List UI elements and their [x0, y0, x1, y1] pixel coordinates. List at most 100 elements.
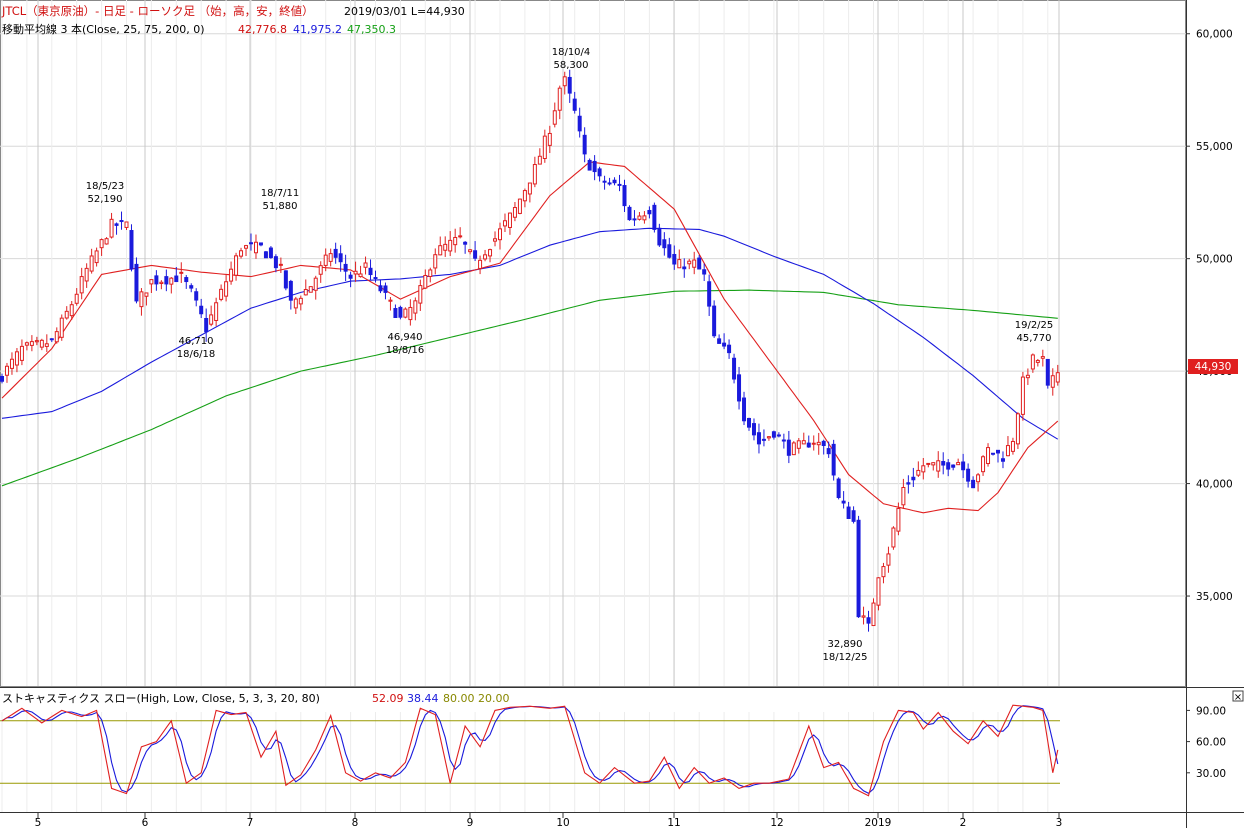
candle-body — [906, 482, 911, 485]
candle-body — [473, 250, 478, 259]
candle-body — [727, 344, 732, 354]
x-tick-label: 11 — [667, 817, 680, 828]
candle-body — [637, 215, 642, 220]
candle-body — [199, 305, 204, 315]
candle-body — [677, 259, 682, 269]
x-tick-label: 2 — [960, 817, 967, 828]
candle-body — [831, 443, 836, 476]
stoch-axis: 90.00 60.00 30.00 — [1186, 705, 1226, 780]
stoch-close-button[interactable]: × — [1232, 690, 1244, 703]
candle-body — [861, 615, 866, 618]
ma25-value: 42,776.8 — [238, 23, 287, 36]
candle-body — [49, 338, 54, 341]
candle-body — [194, 291, 199, 301]
candle-body — [542, 135, 547, 160]
candle-body — [209, 314, 214, 325]
chart-info: 2019/03/01 L=44,930 — [344, 5, 465, 18]
y-tick-label: 50,000 — [1196, 254, 1233, 266]
stoch-y-tick-label: 30.00 — [1196, 768, 1226, 780]
ma200-value: 47,350.3 — [347, 23, 396, 36]
candle-body — [69, 304, 74, 317]
candle-body — [527, 182, 532, 195]
ma-legend-label: 移動平均線 3 本(Close, 25, 75, 200, 0) — [2, 22, 205, 36]
candle-body — [1055, 372, 1060, 383]
candle-body — [667, 244, 672, 258]
candle-body — [662, 239, 667, 249]
y-tick-label: 55,000 — [1196, 141, 1233, 153]
candle-body — [448, 239, 453, 252]
candle-body — [796, 440, 801, 449]
candle-body — [816, 441, 821, 446]
candle-body — [911, 476, 916, 481]
main-plot-frame — [0, 0, 1186, 687]
x-tick-label: 7 — [247, 817, 254, 828]
candle-body — [483, 254, 488, 260]
candle-body — [697, 257, 702, 270]
candle-body — [74, 293, 79, 304]
candle-body — [532, 164, 537, 185]
candle-body — [4, 365, 9, 376]
candle-body — [801, 440, 806, 445]
candle-body — [876, 577, 881, 606]
candle-body — [961, 461, 966, 471]
candle-body — [547, 132, 552, 146]
stoch-y-tick-label: 90.00 — [1196, 705, 1226, 717]
candle-body — [742, 397, 747, 422]
last-price-badge — [1188, 359, 1238, 374]
candle-body — [502, 220, 507, 227]
candle-body — [761, 438, 766, 441]
candle-body — [433, 254, 438, 269]
chart-title: JTCL（東京原油）- 日足 - ローソク足 （始，高，安，終値） — [1, 4, 314, 18]
annotation-date: 18/12/25 — [823, 652, 868, 663]
candle-body — [368, 267, 373, 276]
candle-body — [189, 285, 194, 289]
candle-body — [159, 281, 164, 285]
candle-body — [567, 76, 572, 94]
candle-body — [313, 277, 318, 291]
candle-body — [1030, 354, 1035, 370]
candle-body — [44, 343, 49, 347]
candle-body — [423, 274, 428, 289]
candle-body — [418, 285, 423, 304]
candle-body — [184, 277, 189, 283]
candle-body — [587, 159, 592, 171]
candle-body — [966, 468, 971, 482]
candle-body — [478, 259, 483, 269]
candle-body — [34, 340, 39, 343]
candle-body — [647, 209, 652, 215]
close-icon: × — [1234, 692, 1242, 703]
candle-body — [124, 221, 129, 228]
candle-body — [273, 256, 278, 269]
candle-body — [806, 442, 811, 448]
candle-body — [59, 317, 64, 338]
candle-body — [751, 423, 756, 436]
x-tick-label: 6 — [142, 817, 149, 828]
candle-body — [333, 248, 338, 258]
candle-body — [517, 198, 522, 214]
candle-body — [104, 238, 109, 245]
candle-body — [981, 456, 986, 473]
candle-body — [572, 98, 577, 111]
candle-body — [244, 245, 249, 249]
candle-body — [398, 306, 403, 318]
candle-body — [109, 218, 114, 238]
candle-body — [886, 553, 891, 566]
candle-body — [956, 462, 961, 466]
grid-lines — [0, 0, 1186, 812]
candle-body — [1005, 445, 1010, 457]
y-tick-label: 60,000 — [1196, 29, 1233, 41]
candle-body — [428, 269, 433, 277]
candle-body — [946, 462, 951, 470]
annotation-date: 18/8/16 — [386, 345, 425, 356]
candle-body — [557, 87, 562, 111]
candle-body — [219, 288, 224, 300]
candle-body — [488, 249, 493, 257]
candle-body — [747, 417, 751, 428]
candle-body — [129, 230, 134, 270]
candle-body — [458, 235, 463, 238]
candle-body — [234, 255, 239, 276]
candle-body — [214, 302, 219, 321]
candle-body — [951, 464, 956, 468]
annotation-date: 18/5/23 — [86, 181, 125, 192]
ma200-line — [1, 289, 1058, 487]
